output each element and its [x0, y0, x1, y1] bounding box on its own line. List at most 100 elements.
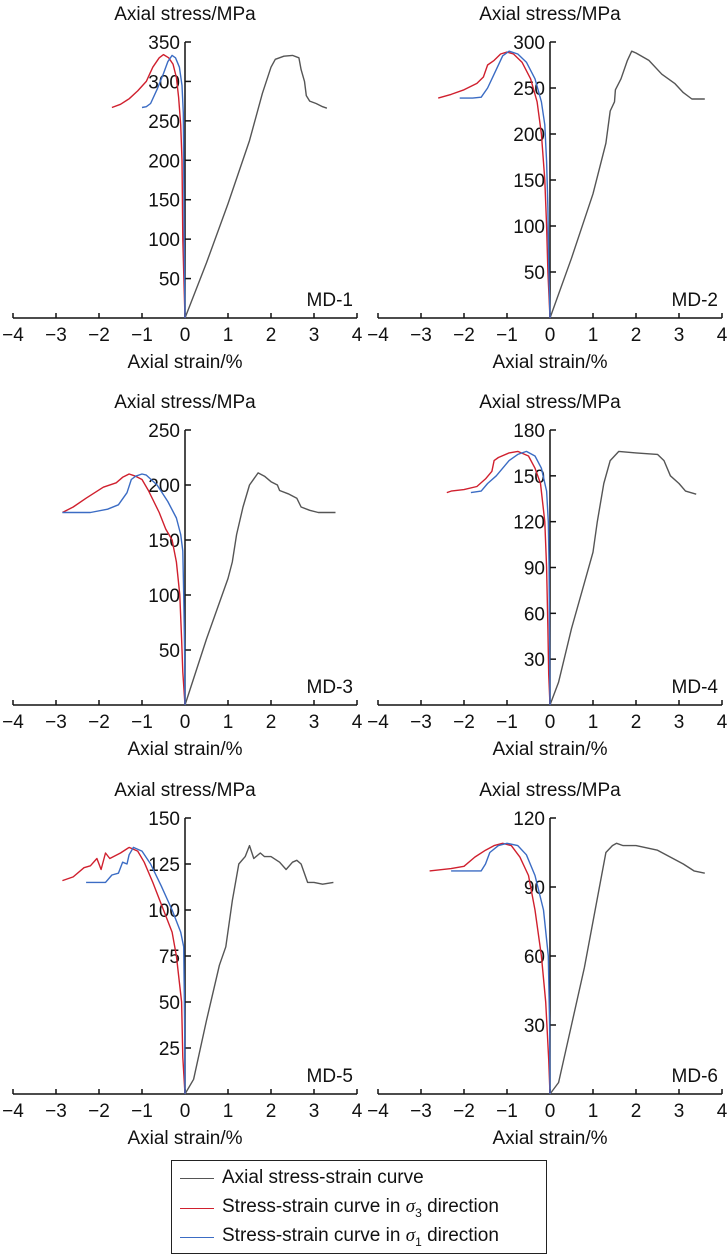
- x-tick-label: −2: [453, 325, 475, 346]
- x-tick-label: 3: [309, 712, 320, 733]
- y-axis-title: Axial stress/MPa: [479, 392, 621, 413]
- x-tick-label: 4: [352, 712, 363, 733]
- x-axis-title: Axial strain/%: [127, 1128, 242, 1149]
- x-tick-label: 3: [674, 325, 685, 346]
- x-tick-label: −1: [496, 712, 518, 733]
- x-tick-label: 3: [309, 325, 320, 346]
- x-tick-label: −2: [88, 325, 110, 346]
- y-tick-label: 60: [524, 604, 545, 625]
- y-tick-label: 125: [148, 855, 180, 876]
- x-tick-label: 0: [180, 712, 191, 733]
- x-tick-label: −3: [45, 325, 67, 346]
- y-tick-label: 180: [513, 421, 545, 442]
- sigma-symbol: σ: [405, 1225, 416, 1247]
- sigma3-curve: [62, 846, 186, 1095]
- y-tick-label: 120: [513, 809, 545, 830]
- x-tick-label: −2: [453, 1101, 475, 1122]
- x-tick-label: 1: [588, 1101, 599, 1122]
- legend-label-prefix: Stress-strain curve in: [222, 1225, 406, 1247]
- x-tick-label: 1: [588, 325, 599, 346]
- y-tick-label: 150: [148, 809, 180, 830]
- y-tick-label: 350: [148, 33, 180, 54]
- y-tick-label: 75: [159, 947, 180, 968]
- axial-curve: [184, 844, 334, 1095]
- legend-item-sigma1: Stress-strain curve in σ1 direction: [180, 1223, 499, 1251]
- legend-swatch-gray: [180, 1177, 214, 1179]
- x-tick-label: 0: [180, 325, 191, 346]
- sigma-symbol: σ: [405, 1196, 416, 1218]
- sigma3-curve: [62, 473, 186, 706]
- x-tick-label: −3: [45, 1101, 67, 1122]
- y-tick-label: 150: [513, 171, 545, 192]
- legend-label-prefix: Stress-strain curve in: [222, 1196, 406, 1218]
- legend-label: Stress-strain curve in σ3 direction: [222, 1196, 499, 1220]
- legend-item-sigma3: Stress-strain curve in σ3 direction: [180, 1194, 499, 1222]
- panel-label: MD-6: [672, 1066, 718, 1087]
- panel-label: MD-3: [307, 677, 353, 698]
- y-tick-label: 120: [513, 513, 545, 534]
- sigma1-curve: [459, 50, 551, 319]
- x-tick-label: 1: [223, 325, 234, 346]
- sigma1-curve: [470, 450, 551, 706]
- x-tick-label: 2: [266, 325, 277, 346]
- panel-label: MD-2: [672, 290, 718, 311]
- x-tick-label: 4: [352, 325, 363, 346]
- sigma3-curve: [429, 842, 551, 1095]
- x-tick-label: 4: [717, 712, 728, 733]
- y-tick-label: 250: [148, 421, 180, 442]
- x-tick-label: 1: [223, 1101, 234, 1122]
- axial-curve: [549, 50, 705, 319]
- y-tick-label: 200: [148, 151, 180, 172]
- panel-md-1: −4 −3 −2 −1 0 1 2 3 4 50 100 150 200 250 300 350 Axial s…: [2, 4, 363, 373]
- x-axis-title: Axial strain/%: [127, 352, 242, 373]
- x-tick-label: 0: [545, 712, 556, 733]
- axial-curve: [549, 450, 697, 706]
- x-tick-label: 2: [266, 1101, 277, 1122]
- x-tick-label: −3: [410, 712, 432, 733]
- y-axis-title: Axial stress/MPa: [479, 4, 621, 25]
- legend: Axial stress-strain curve Stress-strain …: [171, 1160, 547, 1254]
- x-tick-label: −3: [410, 1101, 432, 1122]
- y-tick-label: 250: [148, 112, 180, 133]
- y-tick-label: 100: [148, 586, 180, 607]
- axial-curve: [184, 472, 336, 706]
- x-tick-label: 3: [674, 712, 685, 733]
- x-tick-label: −4: [2, 1101, 24, 1122]
- y-tick-label: 50: [159, 993, 180, 1014]
- sigma3-curve: [111, 53, 186, 319]
- y-tick-label: 30: [524, 650, 545, 671]
- sigma1-curve: [451, 842, 551, 1095]
- x-tick-label: −3: [410, 325, 432, 346]
- y-tick-label: 90: [524, 878, 545, 899]
- x-tick-label: 4: [717, 325, 728, 346]
- legend-item-axial: Axial stress-strain curve: [180, 1164, 424, 1192]
- y-axis-title: Axial stress/MPa: [479, 780, 621, 801]
- x-tick-label: −4: [367, 325, 389, 346]
- panel-md-6: −4 −3 −2 −1 0 1 2 3 4 30 60 90 120 Axial stress/MPa Ax…: [367, 780, 728, 1149]
- legend-label: Stress-strain curve in σ1 direction: [222, 1225, 499, 1249]
- sigma1-curve: [141, 54, 186, 319]
- x-tick-label: 2: [266, 712, 277, 733]
- x-tick-label: −2: [88, 712, 110, 733]
- axial-curve: [549, 842, 705, 1095]
- y-axis-title: Axial stress/MPa: [114, 392, 256, 413]
- x-tick-label: 0: [545, 1101, 556, 1122]
- x-tick-label: −4: [367, 712, 389, 733]
- legend-label-suffix: direction: [421, 1225, 499, 1247]
- y-tick-label: 150: [148, 191, 180, 212]
- x-tick-label: 1: [223, 712, 234, 733]
- legend-swatch-blue: [180, 1236, 214, 1238]
- x-tick-label: 2: [631, 712, 642, 733]
- legend-swatch-red: [180, 1207, 214, 1209]
- x-tick-label: 2: [631, 1101, 642, 1122]
- y-tick-label: 50: [159, 641, 180, 662]
- sigma-subscript: 1: [415, 1234, 422, 1249]
- x-tick-label: −4: [2, 712, 24, 733]
- panel-label: MD-1: [307, 290, 353, 311]
- legend-label: Axial stress-strain curve: [222, 1167, 424, 1188]
- panel-md-3: −4 −3 −2 −1 0 1 2 3 4 50 100 150 200 250 Axial stress/…: [2, 392, 363, 760]
- y-tick-label: 200: [513, 125, 545, 146]
